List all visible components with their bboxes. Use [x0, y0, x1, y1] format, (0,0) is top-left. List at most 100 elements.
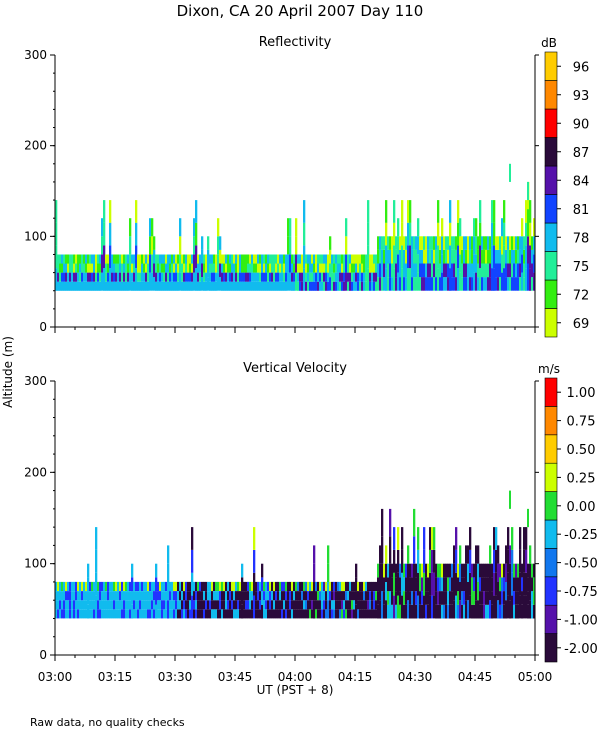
data-cell [521, 254, 524, 273]
data-cell [137, 254, 140, 264]
data-cell [135, 591, 138, 601]
data-cell [305, 591, 308, 601]
data-cell [259, 609, 262, 619]
data-cell [89, 263, 92, 273]
data-cell [323, 600, 326, 610]
data-cell [85, 281, 88, 291]
data-cell [155, 254, 158, 264]
data-cell [505, 236, 508, 250]
data-cell [115, 581, 118, 591]
data-cell [83, 591, 86, 601]
data-cell [445, 263, 448, 278]
data-cell [433, 236, 436, 250]
data-cell [243, 609, 246, 619]
data-cell [441, 236, 444, 255]
data-cell [57, 263, 60, 273]
data-cell [241, 263, 244, 273]
data-cell [289, 236, 292, 255]
data-cell [395, 263, 398, 278]
data-cell [141, 609, 144, 619]
data-cell [447, 577, 450, 592]
data-cell [421, 577, 424, 592]
data-cell [361, 272, 364, 282]
data-cell [137, 281, 140, 291]
data-cell [261, 272, 264, 282]
data-cell [481, 236, 484, 250]
data-cell [67, 581, 70, 591]
data-cell [491, 577, 494, 592]
data-cell [493, 595, 496, 619]
data-cell [371, 272, 374, 282]
colorbar-swatch [544, 491, 558, 521]
data-cell [357, 281, 360, 291]
data-cell [495, 572, 498, 596]
data-cell [313, 581, 316, 601]
data-cell [385, 545, 388, 564]
data-cell [467, 249, 470, 264]
data-cell [529, 545, 532, 564]
data-cell [489, 563, 492, 582]
data-cell [231, 254, 234, 264]
data-cell [117, 272, 120, 282]
data-cell [219, 263, 222, 278]
data-cell [489, 545, 492, 564]
data-cell [139, 254, 142, 264]
data-cell [461, 236, 464, 250]
data-cell [525, 595, 528, 619]
data-cell [479, 604, 482, 619]
colorbar-swatch [544, 222, 558, 252]
data-cell [349, 581, 352, 591]
data-cell [189, 272, 192, 282]
data-cell [453, 581, 456, 601]
data-cell [167, 281, 170, 291]
data-cell [153, 609, 156, 619]
data-cell [133, 581, 136, 591]
data-cell [531, 563, 534, 578]
data-cell [207, 263, 210, 278]
data-cell [199, 581, 202, 591]
data-cell [389, 563, 392, 592]
data-cell [215, 281, 218, 291]
data-cell [401, 268, 404, 291]
data-cell [135, 609, 138, 619]
data-cell [133, 281, 136, 291]
data-cell [221, 254, 224, 264]
data-cell [75, 254, 78, 264]
data-cell [321, 609, 324, 619]
data-cell [485, 236, 488, 250]
data-cell [409, 591, 412, 605]
data-cell [257, 591, 260, 601]
data-cell [519, 572, 522, 596]
data-cell [351, 581, 354, 591]
data-cell [515, 563, 518, 578]
data-cell [459, 545, 462, 564]
data-cell [117, 254, 120, 264]
data-cell [143, 600, 146, 610]
data-cell [123, 281, 126, 291]
data-cell [197, 591, 200, 601]
data-cell [393, 245, 396, 269]
data-cell [375, 591, 378, 601]
data-cell [291, 254, 294, 264]
data-cell [177, 591, 180, 601]
data-cell [467, 581, 470, 601]
data-cell [371, 254, 374, 264]
data-cell [69, 263, 72, 273]
data-cell [313, 254, 316, 264]
data-cell [217, 254, 220, 273]
data-cell [109, 600, 112, 610]
data-cell [389, 508, 392, 537]
data-cell [73, 609, 76, 619]
data-cell [465, 249, 468, 264]
data-cell [371, 581, 374, 591]
data-cell [101, 581, 104, 591]
data-cell [495, 277, 498, 291]
data-cell [195, 581, 198, 591]
data-cell [97, 254, 100, 264]
data-cell [487, 563, 490, 578]
data-cell [441, 563, 444, 578]
data-cell [485, 563, 488, 578]
data-cell [221, 263, 224, 273]
data-cell [343, 281, 346, 291]
data-cell [403, 563, 406, 578]
